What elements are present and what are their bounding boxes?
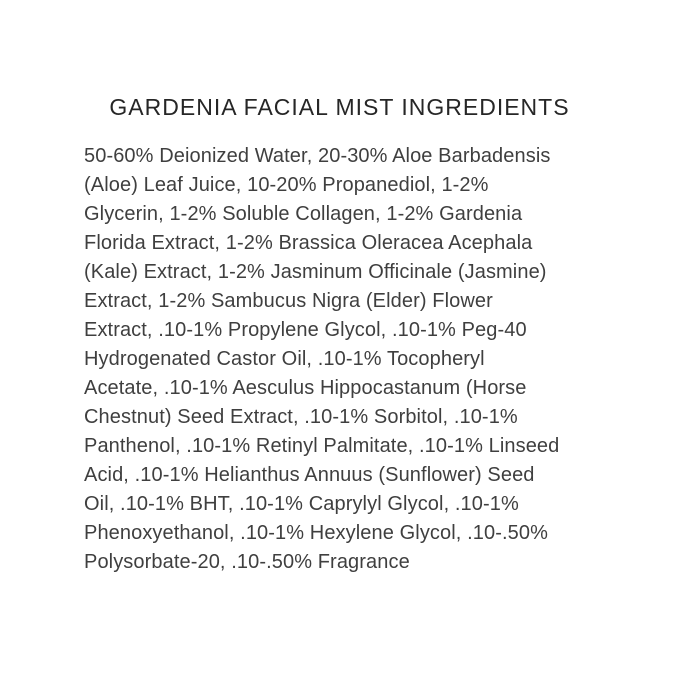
- ingredients-line: Hydrogenated Castor Oil, .10-1% Tocopher…: [84, 348, 485, 370]
- ingredients-line: 50-60% Deionized Water, 20-30% Aloe Barb…: [84, 145, 551, 167]
- ingredients-line: Phenoxyethanol, .10-1% Hexylene Glycol, …: [84, 522, 548, 544]
- ingredients-line: Acetate, .10-1% Aesculus Hippocastanum (…: [84, 377, 527, 399]
- ingredients-line: Extract, 1-2% Sambucus Nigra (Elder) Flo…: [84, 290, 493, 312]
- page-title: GARDENIA FACIAL MIST INGREDIENTS: [109, 94, 570, 120]
- ingredients-line: Acid, .10-1% Helianthus Annuus (Sunflowe…: [84, 464, 535, 486]
- ingredients-line: (Kale) Extract, 1-2% Jasminum Officinale…: [84, 261, 547, 283]
- ingredients-line: Florida Extract, 1-2% Brassica Oleracea …: [84, 232, 533, 254]
- ingredients-line: Panthenol, .10-1% Retinyl Palmitate, .10…: [84, 435, 560, 457]
- ingredients-line: Oil, .10-1% BHT, .10-1% Caprylyl Glycol,…: [84, 493, 519, 515]
- ingredients-paragraph: 50-60% Deionized Water, 20-30% Aloe Barb…: [84, 142, 624, 577]
- ingredients-line: Extract, .10-1% Propylene Glycol, .10-1%…: [84, 319, 527, 341]
- ingredients-line: Polysorbate-20, .10-.50% Fragrance: [84, 551, 410, 573]
- ingredients-line: (Aloe) Leaf Juice, 10-20% Propanediol, 1…: [84, 174, 489, 196]
- ingredients-line: Chestnut) Seed Extract, .10-1% Sorbitol,…: [84, 406, 518, 428]
- ingredients-line: Glycerin, 1-2% Soluble Collagen, 1-2% Ga…: [84, 203, 523, 225]
